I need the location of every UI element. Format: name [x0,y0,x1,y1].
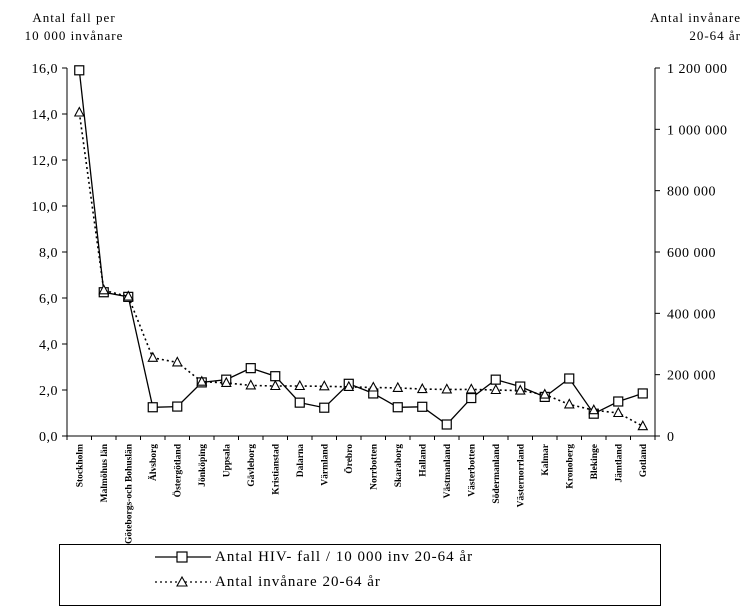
legend-label-population: Antal invånare 20-64 år [215,573,381,590]
population-data-point [98,284,110,295]
population-data-point [220,376,232,387]
x-category-label: Värmland [320,443,330,485]
x-category-label: Göteborgs-och Bohuslän [124,443,134,544]
x-category-label: Norrbotten [369,443,379,490]
x-category-label: Västerbotten [467,443,477,496]
left-tick-label: 2,0 [39,384,58,399]
population-data-point [196,375,208,386]
hiv-data-point [147,402,158,413]
population-data-point [318,380,330,391]
x-category-label: Östergötland [170,443,183,497]
population-data-point [490,383,502,395]
hiv-data-point [564,373,575,384]
left-tick-label: 12,0 [32,154,59,169]
hiv-data-point [613,396,624,407]
x-category-label: Stockholm [75,444,85,487]
x-category-label: Kristianstad [271,443,281,494]
left-tick-label: 16,0 [32,62,59,77]
population-data-point [465,383,477,394]
hiv-data-point [172,401,183,412]
population-data-point [588,404,600,415]
hiv-data-point [245,363,256,374]
hiv-data-point [294,397,305,408]
x-category-label: Malmöhus län [100,443,110,502]
right-tick-label: 0 [667,430,675,445]
hiv-data-point [466,392,477,404]
right-axis-label-line2: 20-64 år [689,28,741,43]
population-data-point [122,290,134,301]
x-category-label: Skaraborg [394,444,404,488]
population-data-point [637,420,649,431]
x-category-label: Örebro [342,444,355,474]
x-category-label: Kronoberg [565,444,575,489]
left-tick-label: 4,0 [39,338,58,353]
hiv-data-point [637,388,648,399]
left-axis-label-line2: 10 000 invånare [24,28,124,43]
x-category-label: Uppsala [222,444,232,478]
right-axis-label: Antal invånare 20-64 år [601,9,741,45]
population-data-point [367,381,379,392]
right-tick-label: 200 000 [667,369,716,384]
x-category-label: Jönköping [198,444,208,487]
population-series-line [78,112,644,427]
hiv-data-point [417,401,428,412]
x-category-label: Västmanland [443,443,453,498]
population-data-point [147,351,159,362]
x-category-label: Kalmar [541,443,551,475]
right-tick-label: 1 200 000 [667,62,728,77]
hiv-data-point [490,374,501,385]
x-category-label: Gävleborg [247,444,257,487]
right-tick-label: 600 000 [667,246,716,261]
x-category-label: Södermanland [492,443,502,503]
hiv-data-point [441,419,452,430]
population-data-point [343,380,355,391]
x-category-label: Jämtland [614,443,624,482]
legend-swatch-triangle-dotted [155,575,211,587]
population-data-point [294,379,306,391]
population-data-point [539,388,551,399]
legend: Antal HIV- fall / 10 000 inv 20-64 år An… [59,544,661,606]
left-axis-label-line1: Antal fall per [32,10,116,25]
population-data-point [245,379,257,390]
left-axis-label: Antal fall per 10 000 invånare [4,9,144,45]
x-category-label: Gotland [639,443,649,477]
population-data-point [441,383,453,394]
x-category-label: Halland [418,443,428,476]
right-axis-label-line1: Antal invånare [650,10,741,25]
left-tick-label: 10,0 [32,200,59,215]
legend-label-hiv: Antal HIV- fall / 10 000 inv 20-64 år [215,548,474,565]
dual-axis-line-chart: 0,0 2,0 4,0 6,0 8,0 10,0 12,0 14,0 16,0 0 200 000 4… [32,62,728,544]
population-data-point [612,406,624,418]
legend-item-population: Antal invånare 20-64 år [155,572,381,592]
right-tick-label: 400 000 [667,307,716,322]
right-tick-label: 1 000 000 [667,123,728,138]
hiv-data-point [392,402,403,413]
x-category-label: Västernorrland [516,443,526,507]
population-data-point [514,384,526,395]
right-tick-label: 800 000 [667,185,716,200]
population-data-point [563,398,575,409]
left-tick-label: 6,0 [39,292,58,307]
x-category-label: Älvsborg [146,444,159,481]
hiv-data-point [319,402,330,413]
hiv-data-point [270,371,281,382]
population-data-point [171,356,183,367]
hiv-data-point [74,65,85,76]
legend-item-hiv: Antal HIV- fall / 10 000 inv 20-64 år [155,547,473,567]
left-tick-label: 8,0 [39,246,58,261]
population-data-point [392,381,404,392]
population-data-point [73,106,85,117]
x-category-label: Dalarna [296,444,306,478]
hiv-series-line [78,70,644,426]
x-category-label: Blekinge [590,444,600,479]
legend-swatch-square-solid [155,551,211,563]
population-data-point [416,382,428,394]
population-data-point [269,379,281,391]
left-tick-label: 0,0 [39,430,58,445]
left-tick-label: 14,0 [32,108,59,123]
